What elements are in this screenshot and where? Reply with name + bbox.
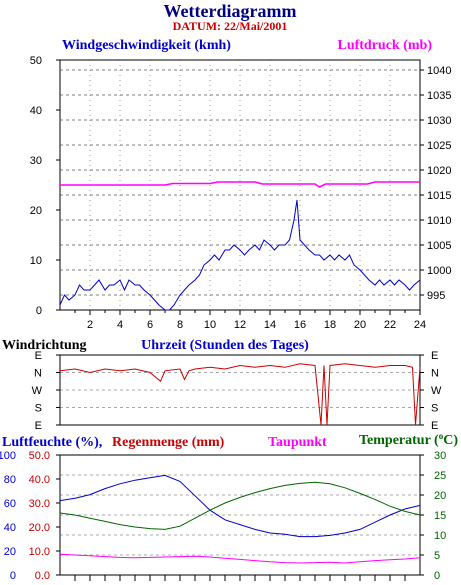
tick-label-hour: 16 — [294, 319, 306, 331]
tick-label-humidity: 100 — [0, 450, 16, 462]
tick-label-pressure: 995 — [427, 290, 445, 302]
wind-axis-label: Windgeschwindigkeit (kmh) — [62, 38, 231, 53]
tick-label-direction-left: N — [34, 368, 42, 380]
tick-label-direction-right: W — [431, 385, 442, 397]
tick-label-direction-right: E — [431, 420, 438, 432]
temperature-unit-degree: o — [439, 431, 444, 441]
grid-lines — [60, 60, 420, 556]
series-lines — [59, 181, 421, 564]
tick-label-direction-left: E — [35, 350, 42, 362]
tick-label-humidity: 60 — [4, 498, 16, 510]
series-direction — [59, 363, 421, 426]
tick-label-humidity: 40 — [4, 522, 16, 534]
tick-label-humidity: 20 — [4, 546, 16, 558]
tick-label-pressure: 1030 — [427, 115, 451, 127]
series-temperature — [59, 481, 421, 530]
tick-label-rain: 0.0 — [35, 570, 50, 582]
tick-label-rain: 20.0 — [29, 522, 50, 534]
tick-label-humidity: 0 — [10, 570, 16, 582]
temperature-label-text: Temperatur ( — [359, 433, 439, 448]
tick-label-temperature: 5 — [434, 550, 440, 562]
tick-label-hour: 24 — [414, 319, 426, 331]
wind-direction-label: Windrichtung — [2, 338, 87, 353]
tick-label-wind: 10 — [30, 255, 42, 267]
tick-label-hour: 6 — [147, 319, 153, 331]
tick-label-pressure: 1015 — [427, 190, 451, 202]
tick-label-pressure: 1020 — [427, 165, 451, 177]
time-axis-label: Uhrzeit (Stunden des Tages) — [141, 338, 309, 353]
tick-label-rain: 50.0 — [29, 450, 50, 462]
tick-labels: 9951000100510101015102010251030103510402… — [0, 55, 451, 582]
temperature-unit-end: C) — [443, 433, 458, 448]
tick-label-temperature: 25 — [434, 470, 446, 482]
series-pressure — [60, 181, 420, 188]
chart-subtitle: DATUM: 22/Mai/2001 — [173, 19, 288, 33]
tick-label-pressure: 1040 — [427, 65, 451, 77]
tick-label-temperature: 30 — [434, 450, 446, 462]
tick-label-temperature: 20 — [434, 490, 446, 502]
tick-label-direction-left: S — [35, 403, 42, 415]
tick-label-rain: 30.0 — [29, 498, 50, 510]
tick-label-temperature: 0 — [434, 570, 440, 582]
humidity-axis-label: Luftfeuchte (%), — [2, 435, 102, 450]
tick-label-humidity: 80 — [4, 474, 16, 486]
tick-label-wind: 0 — [36, 305, 42, 317]
tick-label-pressure: 1025 — [427, 140, 451, 152]
series-dewpoint — [59, 553, 421, 564]
tick-label-hour: 14 — [264, 319, 276, 331]
tick-label-hour: 4 — [117, 319, 123, 331]
tick-label-direction-left: W — [32, 385, 43, 397]
tick-label-direction-right: E — [431, 350, 438, 362]
tick-label-hour: 22 — [384, 319, 396, 331]
temperature-axis-label: Temperatur (oC) — [359, 431, 458, 448]
tick-label-direction-right: N — [431, 368, 439, 380]
series-humidity — [59, 474, 421, 538]
tick-label-temperature: 10 — [434, 530, 446, 542]
tick-label-wind: 50 — [30, 55, 42, 67]
tick-label-wind: 20 — [30, 205, 42, 217]
rain-axis-label: Regenmenge (mm) — [112, 435, 225, 450]
tick-label-rain: 10.0 — [29, 546, 50, 558]
tick-label-pressure: 1005 — [427, 240, 451, 252]
dewpoint-label: Taupunkt — [268, 435, 327, 450]
series-wind — [59, 199, 421, 311]
tick-label-hour: 18 — [324, 319, 336, 331]
tick-label-wind: 30 — [30, 155, 42, 167]
tick-label-hour: 10 — [204, 319, 216, 331]
tick-label-hour: 8 — [177, 319, 183, 331]
tick-label-wind: 40 — [30, 105, 42, 117]
tick-label-direction-left: E — [35, 420, 42, 432]
tick-label-pressure: 1010 — [427, 215, 451, 227]
tick-label-hour: 20 — [354, 319, 366, 331]
pressure-axis-label: Luftdruck (mb) — [337, 38, 432, 53]
tick-label-hour: 12 — [234, 319, 246, 331]
tick-label-pressure: 1035 — [427, 90, 451, 102]
tick-label-pressure: 1000 — [427, 265, 451, 277]
tick-label-direction-right: S — [431, 403, 438, 415]
axis-ticks — [56, 59, 424, 581]
tick-label-hour: 2 — [87, 319, 93, 331]
chart-title: Wetterdiagramm — [164, 1, 297, 21]
tick-label-temperature: 15 — [434, 510, 446, 522]
tick-label-rain: 40.0 — [29, 474, 50, 486]
